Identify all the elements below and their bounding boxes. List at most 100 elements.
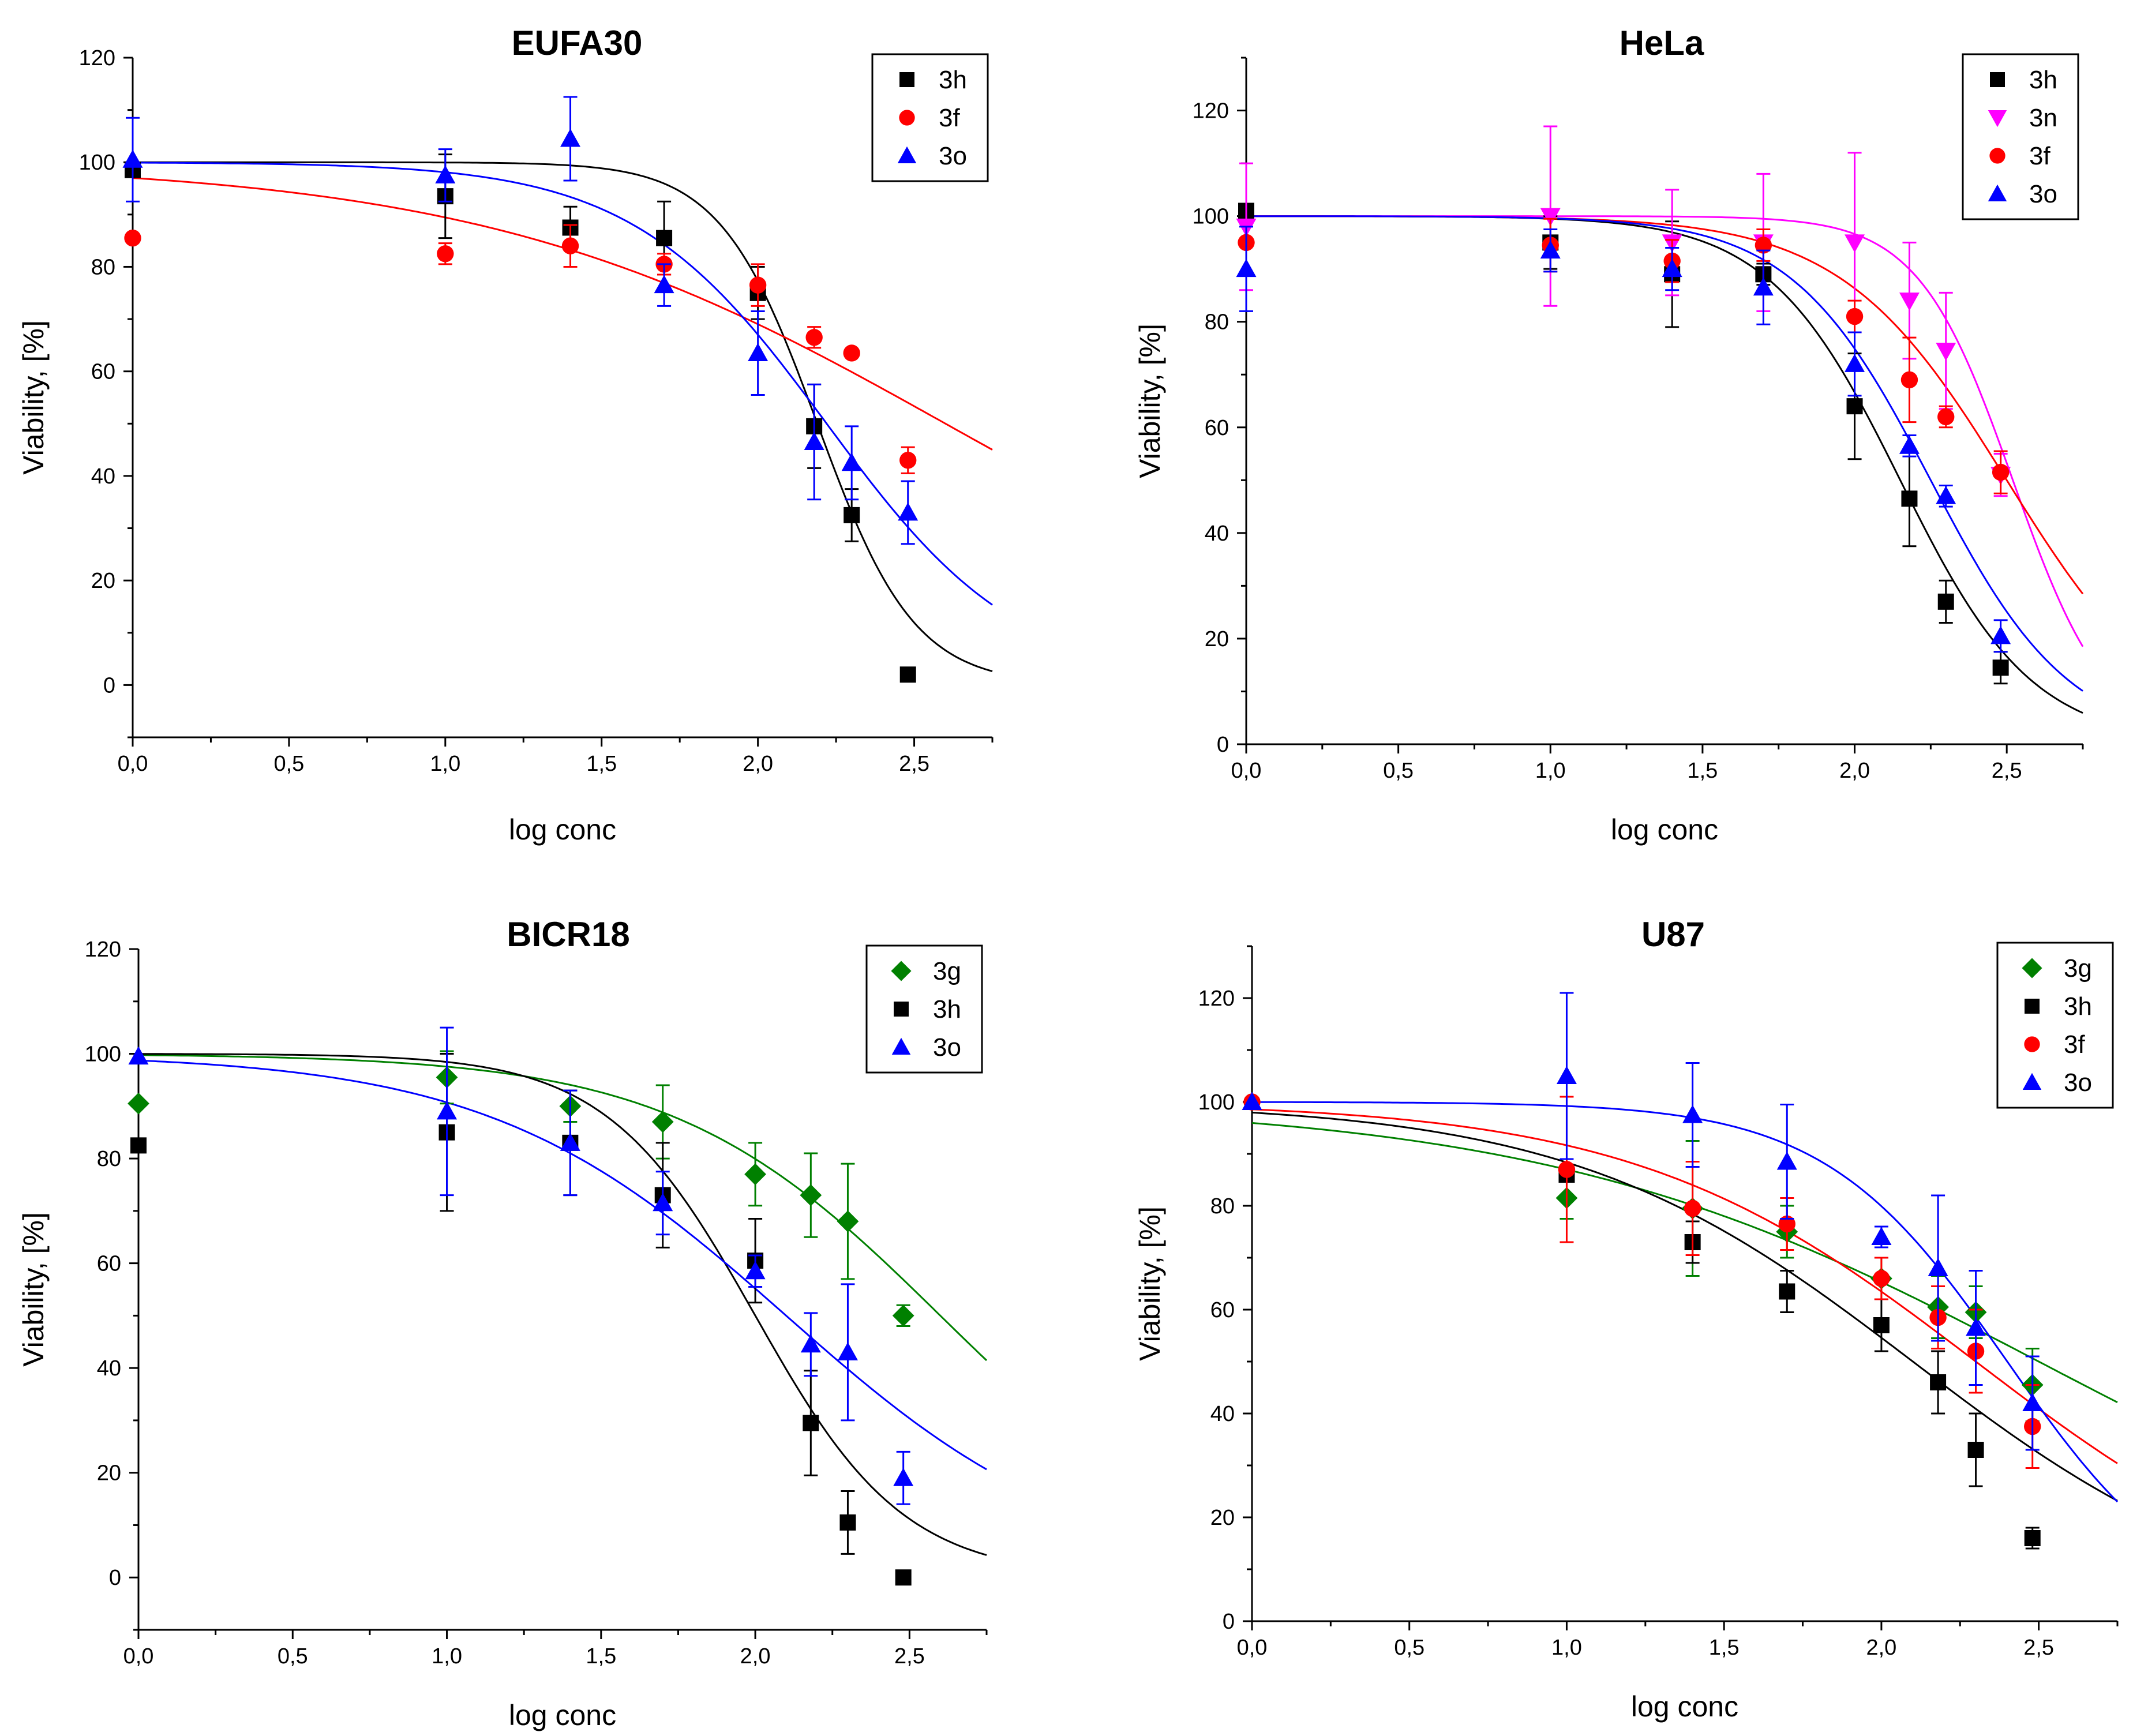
series-3h xyxy=(1238,203,2009,685)
fit-curve-3g xyxy=(1251,1122,2118,1403)
data-point-3f xyxy=(805,329,823,346)
data-point-3n xyxy=(1540,208,1561,227)
series-3o xyxy=(122,96,919,545)
legend-marker-3f xyxy=(1989,148,2005,164)
chart-title: U87 xyxy=(1641,915,1705,954)
data-point-3o xyxy=(837,1342,858,1360)
x-tick-label: 0,5 xyxy=(1394,1636,1425,1660)
legend-box xyxy=(1962,53,2079,220)
x-tick-label: 1,0 xyxy=(1535,759,1566,783)
x-tick-label: 0,5 xyxy=(1383,759,1414,783)
data-point-3f xyxy=(1558,1161,1576,1178)
legend-label-3o: 3o xyxy=(939,142,967,170)
data-point-3o xyxy=(898,502,919,521)
data-point-3g xyxy=(651,1111,674,1133)
x-axis-label: log conc xyxy=(509,813,616,846)
y-tick-label: 120 xyxy=(1198,987,1235,1011)
x-tick-label: 1,5 xyxy=(586,752,617,776)
legend-marker-3o xyxy=(1988,184,2007,201)
y-tick-label: 0 xyxy=(103,673,115,698)
data-point-3o xyxy=(560,128,581,147)
data-point-3g xyxy=(744,1163,766,1186)
data-point-3f xyxy=(437,245,454,263)
x-tick-label: 0,0 xyxy=(123,1644,154,1668)
legend-label-3g: 3g xyxy=(933,957,961,985)
legend-marker-3h xyxy=(899,72,914,87)
legend-label-3o: 3o xyxy=(2029,180,2057,208)
x-tick-label: 2,5 xyxy=(894,1644,925,1668)
data-point-3o xyxy=(841,452,862,471)
y-axis-label: Viability, [%] xyxy=(17,1212,50,1367)
data-point-3o xyxy=(1776,1152,1797,1170)
data-point-3g xyxy=(128,1092,149,1115)
legend-marker-3o xyxy=(2022,1073,2042,1090)
y-tick-label: 100 xyxy=(85,1043,121,1067)
data-point-3o xyxy=(560,1133,580,1151)
legend-marker-3o xyxy=(891,1037,911,1055)
data-point-3h xyxy=(844,507,860,523)
y-tick-label: 80 xyxy=(1205,310,1229,335)
data-point-3o xyxy=(800,1334,821,1353)
x-tick-label: 0,0 xyxy=(1237,1636,1268,1660)
data-point-3o xyxy=(2022,1393,2043,1411)
x-axis-label: log conc xyxy=(1631,1690,1738,1723)
data-point-3o xyxy=(1871,1227,1892,1245)
data-point-3o xyxy=(653,1193,673,1212)
x-tick-label: 1,0 xyxy=(1551,1636,1582,1660)
y-tick-label: 20 xyxy=(97,1461,121,1486)
data-point-3n xyxy=(1936,343,1956,361)
data-point-3f xyxy=(899,452,917,469)
y-tick-label: 0 xyxy=(1223,1610,1235,1634)
series-3h xyxy=(130,1053,912,1586)
fit-curve-3g xyxy=(138,1054,988,1362)
y-tick-label: 40 xyxy=(1210,1402,1235,1426)
legend-label-3f: 3f xyxy=(939,104,960,132)
fit-curve-3h xyxy=(133,161,993,672)
fit-curve-3h xyxy=(138,1053,987,1556)
data-point-3f xyxy=(561,237,579,254)
data-point-3f xyxy=(749,276,767,294)
legend-marker-3f xyxy=(899,110,915,126)
data-point-3n xyxy=(1899,293,1920,311)
legend-box xyxy=(1996,942,2114,1109)
fit-curve-3o xyxy=(1252,1101,2119,1503)
y-tick-label: 20 xyxy=(91,569,115,593)
x-tick-label: 1,0 xyxy=(432,1644,462,1668)
fit-curve-3o xyxy=(138,1059,987,1471)
y-tick-label: 40 xyxy=(97,1356,121,1381)
legend-marker-3o xyxy=(897,146,917,163)
data-point-3h xyxy=(1779,1283,1795,1300)
data-point-3h xyxy=(1873,1317,1890,1333)
x-tick-label: 1,5 xyxy=(1709,1636,1740,1660)
x-tick-label: 2,5 xyxy=(1992,759,2022,783)
series-3f xyxy=(1238,218,2010,494)
data-point-3o xyxy=(1242,1092,1262,1110)
data-point-3f xyxy=(124,229,141,247)
legend: 3h 3n 3f 3o xyxy=(1962,53,2079,220)
chart-title: EUFA30 xyxy=(512,24,643,62)
data-point-3o xyxy=(128,1046,149,1065)
data-point-3o xyxy=(1845,354,1865,372)
legend-marker-3f xyxy=(2024,1036,2040,1052)
y-tick-label: 80 xyxy=(97,1147,121,1171)
y-tick-label: 100 xyxy=(79,151,115,175)
y-axis-label: Viability, [%] xyxy=(17,320,50,475)
y-tick-label: 40 xyxy=(91,464,115,489)
data-point-3o xyxy=(1990,625,2011,644)
y-tick-label: 80 xyxy=(1210,1194,1235,1218)
data-point-3h xyxy=(1930,1374,1947,1390)
data-point-3o xyxy=(1966,1318,1986,1336)
data-point-3o xyxy=(122,149,143,168)
data-point-3o xyxy=(1899,436,1920,454)
x-tick-label: 0,0 xyxy=(1231,759,1262,783)
data-point-3g xyxy=(800,1184,822,1206)
x-tick-label: 0,5 xyxy=(273,752,304,776)
data-point-3h xyxy=(656,230,673,246)
y-tick-label: 60 xyxy=(91,360,115,384)
data-point-3o xyxy=(1928,1258,1948,1276)
data-point-3o xyxy=(435,165,456,183)
series-3o xyxy=(1236,226,2011,653)
data-point-3f xyxy=(1755,237,1772,254)
data-point-3f xyxy=(1937,408,1955,426)
